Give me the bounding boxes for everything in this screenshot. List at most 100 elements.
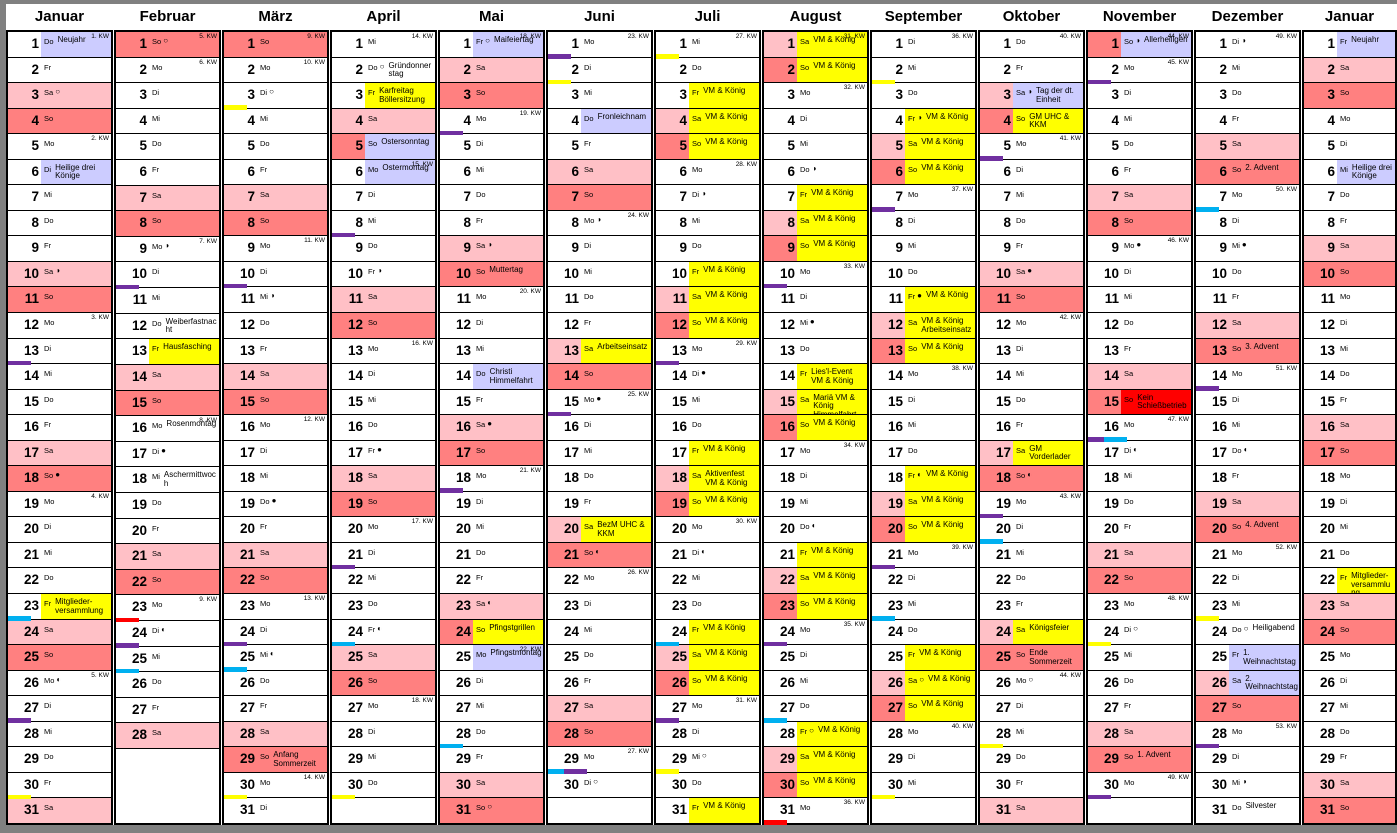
day-row: 12 Do <box>224 313 327 339</box>
weekday-label: Sa <box>800 37 810 46</box>
day-row: 30 Do <box>656 772 759 799</box>
day-number: 7 <box>548 185 581 210</box>
day-cell-content: Mo 48. KW <box>1121 594 1191 619</box>
day-row: 17 Di ● <box>116 441 219 468</box>
day-row: 12 Sa <box>1196 313 1299 339</box>
day-number: 4 <box>980 108 1013 134</box>
calendar-week-label: 20. KW <box>519 288 541 296</box>
weekday-label: Sa <box>476 599 486 609</box>
day-cell-content: Sa Arbeitseinsatz <box>581 338 651 364</box>
day-event-label: Mitglieder-versammlung <box>1351 571 1391 594</box>
day-cell-content: So VM & König <box>797 594 867 619</box>
day-row: 6 Mi Heilige drei Könige <box>1304 159 1395 186</box>
day-row: 1 Do Neujahr 1. KW <box>8 32 111 58</box>
moon-phase-icon: ○ <box>1028 674 1034 684</box>
weekday-label: Fr <box>1016 777 1024 787</box>
day-row: 3 Fr VM & König <box>656 83 759 109</box>
weekday-label: So <box>260 752 270 762</box>
weekday-label: Mi <box>44 726 52 736</box>
day-cell-content: Fr <box>1121 517 1191 542</box>
day-number: 20 <box>872 517 905 542</box>
weekday-label: Mi <box>1232 420 1240 430</box>
day-row: 27 Mo 31. KW <box>656 696 759 723</box>
day-cell-content: Di <box>905 211 975 236</box>
weekday-label: Fr <box>44 777 52 787</box>
weekday-label: Mi <box>1340 701 1348 711</box>
day-row: 21 Do <box>1304 542 1395 569</box>
day-number: 27 <box>8 696 41 723</box>
weekday-label: So <box>800 777 810 787</box>
weekday-label: Fr <box>800 190 808 200</box>
day-cell-content: Fr VM & König <box>689 619 759 645</box>
day-cell-content: Sa <box>149 544 219 569</box>
day-row: 4 Di <box>764 108 867 135</box>
day-row: 12 Mo 42. KW <box>980 313 1083 339</box>
weekday-label: Di <box>260 803 268 813</box>
day-cell-content: Sa <box>1337 772 1395 798</box>
day-row: 3 Di ○ <box>224 83 327 110</box>
weekday-label: Mo <box>1016 496 1027 506</box>
day-number: 2 <box>764 57 797 83</box>
weekday-label: Di <box>1340 318 1348 328</box>
weekday-label: Mo <box>476 471 487 481</box>
day-number: 19 <box>1196 491 1229 517</box>
day-cell-content: Sa <box>149 364 219 390</box>
calendar-week-label: 53. KW <box>1275 722 1297 730</box>
day-cell-content: Di <box>365 722 435 747</box>
day-number: 8 <box>31 214 39 230</box>
cyan-marker <box>548 769 571 774</box>
day-number: 31 <box>671 802 687 818</box>
month-column-mai-4: Mai 1 Fr ○ Maifeiertag 18. KW 2 Sa 3 So 4 Mo 19. KW 5… <box>438 4 545 825</box>
day-number: 14 <box>779 368 795 384</box>
day-number: 6 <box>1003 163 1011 179</box>
moon-phase-icon: ◑ <box>811 163 817 173</box>
day-row: 26 Fr <box>548 670 651 697</box>
day-cell-content: So <box>149 211 219 236</box>
moon-phase-icon: ○ <box>487 802 493 812</box>
day-cell-content: So <box>149 390 219 416</box>
weekday-label: Mi <box>692 752 700 762</box>
day-row: 2 Do ○ Gründonnerstag <box>332 57 435 84</box>
weekday-label: Di <box>368 547 376 557</box>
weekday-label: Fr <box>1124 701 1132 711</box>
day-row: 3 Mi <box>548 83 651 109</box>
day-row: 28 Di <box>332 721 435 748</box>
weekday-label: Mi <box>584 88 592 98</box>
weekday-label: So <box>260 215 270 225</box>
day-number: 9 <box>31 240 39 256</box>
day-row: 25 Mo Pfingstmontag 22. KW <box>440 645 543 671</box>
day-row: 25 So Ende Sommerzeit <box>980 645 1083 671</box>
day-number: 12 <box>239 317 255 333</box>
day-row: 10 So Muttertag <box>440 261 543 288</box>
weekday-label: Fr <box>368 88 376 98</box>
day-number: 6 <box>679 163 687 179</box>
day-number: 27 <box>1319 700 1335 716</box>
day-row: 6 So VM & König <box>872 159 975 186</box>
weekday-label: Sa <box>800 573 810 583</box>
day-number: 5 <box>980 134 1013 161</box>
day-event-label: VM & König <box>811 545 854 555</box>
day-number: 11 <box>1104 291 1119 307</box>
weekday-label: Sa <box>692 113 702 123</box>
weekday-label: Do <box>1232 88 1242 98</box>
day-event-label: VM & König <box>919 648 962 658</box>
day-number: 30 <box>332 773 365 800</box>
moon-phase-icon: ◐ <box>56 674 62 684</box>
weekday-label: Mo <box>908 369 919 379</box>
calendar-week-label: 35. KW <box>843 620 865 628</box>
day-cell-content: So VM & König <box>905 159 975 185</box>
yellow-marker <box>224 794 247 800</box>
day-cell-content: Mi <box>689 390 759 415</box>
day-row: 7 Di ◑ <box>656 185 759 211</box>
day-number: 26 <box>656 670 689 696</box>
day-number: 17 <box>671 444 687 460</box>
day-cell-content: So <box>1013 287 1083 313</box>
day-number: 7 <box>1003 189 1011 205</box>
day-row: 23 Mi <box>1196 594 1299 621</box>
day-number: 16 <box>1211 419 1227 435</box>
day-number: 21 <box>1211 546 1227 562</box>
day-row: 29 Fr <box>440 747 543 773</box>
day-number: 1 <box>1088 32 1121 57</box>
day-row: 9 Fr <box>8 236 111 262</box>
day-cell-content: Mi <box>149 288 219 313</box>
